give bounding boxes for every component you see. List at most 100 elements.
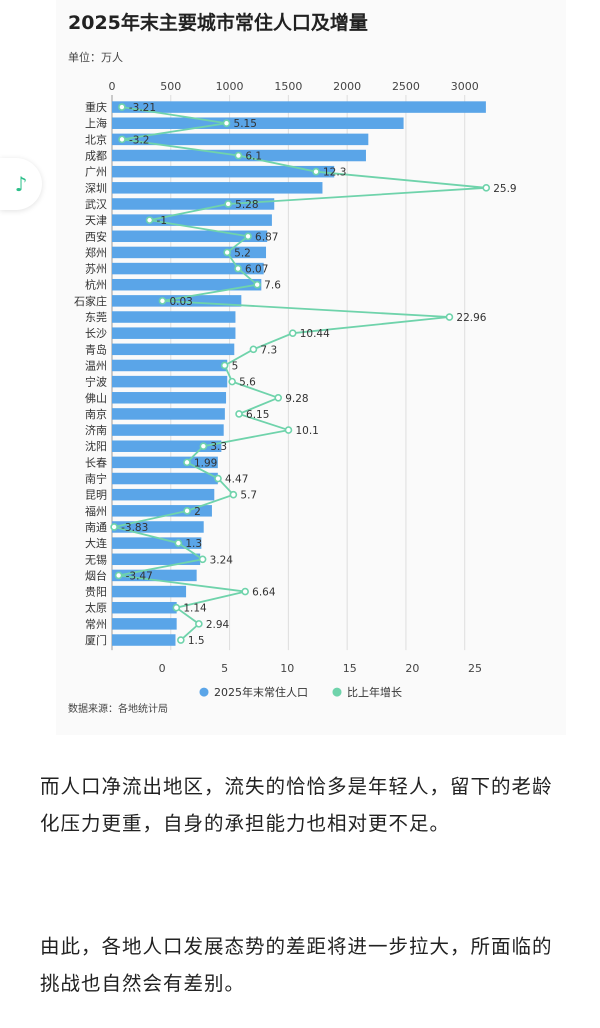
growth-data-label: 2 [194,506,201,518]
population-bar [112,311,236,323]
city-label: 长沙 [85,327,107,340]
city-label: 西安 [85,229,107,243]
population-bar [112,618,177,630]
growth-data-label: -3.2 [129,134,150,146]
top-axis-tick-label: 2500 [392,80,420,93]
population-bar [112,488,215,501]
city-label: 南宁 [85,472,107,486]
city-label: 昆明 [85,489,107,502]
growth-data-label: -3.47 [126,570,153,582]
city-label: 南京 [85,407,107,421]
population-bar [112,246,267,259]
growth-data-label: -3.83 [121,522,148,534]
city-label: 深圳 [85,182,107,195]
city-label: 常州 [85,618,107,631]
growth-data-label: 5.15 [234,118,257,130]
city-label: 北京 [85,132,107,146]
music-note-icon: ♪ [14,172,28,196]
growth-data-label: 1.14 [183,603,207,615]
city-label: 南通 [85,521,107,534]
growth-point [183,458,191,467]
city-label: 济南 [85,423,107,437]
city-label: 贵阳 [85,586,107,599]
city-label: 温州 [85,359,107,372]
bottom-axis-tick-label: 5 [221,662,228,675]
chart-title: 2025年末主要城市常住人口及增量 [68,12,368,34]
top-axis-tick-label: 500 [160,80,181,93]
growth-point [172,603,181,612]
city-label: 青岛 [85,342,107,356]
growth-point [274,393,283,402]
growth-data-label: 22.96 [456,312,486,324]
city-label: 厦门 [85,633,107,647]
growth-data-label: 10.1 [295,425,318,437]
growth-point [183,507,191,515]
growth-data-label: 12.3 [323,167,346,179]
population-bar [112,327,236,339]
population-bar [112,343,235,356]
growth-line [113,106,487,641]
population-bar [112,424,224,436]
population-bar [112,117,404,129]
music-button[interactable]: ♪ [0,158,42,210]
city-label: 太原 [85,602,107,615]
city-label: 佛山 [85,392,107,405]
population-bar [112,262,264,275]
growth-point [118,135,126,144]
growth-data-label: 4.47 [225,474,248,486]
growth-data-label: 7.3 [260,344,277,356]
growth-point [228,377,236,386]
growth-data-label: 10.44 [300,328,330,340]
growth-point [229,490,238,499]
population-bar [112,537,202,549]
population-bar [112,569,197,582]
growth-point [241,587,249,596]
growth-data-label: 5.6 [239,377,256,389]
bottom-axis-tick-label: 15 [343,662,357,675]
city-label: 福州 [85,504,107,518]
population-bar [112,230,268,243]
article-paragraph-2: 由此，各地人口发展态势的差距将进一步拉大，所面临的挑战也自然会有差别。 [40,935,553,995]
city-label: 石家庄 [74,294,107,308]
growth-data-label: 9.28 [285,393,308,405]
bottom-axis-tick-label: 10 [280,662,294,675]
population-bar [112,165,335,178]
growth-data-label: 1.99 [194,457,217,469]
growth-point [249,345,258,354]
legend-marker-population [199,687,209,697]
population-bar [112,133,369,146]
growth-data-label: 3.3 [210,441,227,453]
growth-point [284,426,293,434]
population-bar [112,198,275,210]
growth-point [222,119,231,128]
top-axis-tick-label: 2000 [333,80,361,93]
city-label: 沈阳 [85,439,107,453]
bottom-axis-tick-label: 20 [405,662,419,675]
growth-point [158,297,167,305]
population-bar [112,278,262,291]
article-paragraph-1: 而人口净流出地区，流失的恰恰多是年轻人，留下的老龄化压力更重，自身的承担能力也相… [40,775,553,835]
city-label: 苏州 [85,263,107,276]
growth-data-label: 5.7 [240,490,257,502]
growth-point [220,361,229,370]
growth-point [114,571,123,580]
growth-data-label: 6.87 [255,231,278,243]
growth-point [195,620,203,628]
growth-point [223,248,231,257]
growth-point [445,313,454,321]
population-bar [112,505,212,517]
city-label: 郑州 [85,245,107,259]
legend-marker-growth [332,687,342,697]
growth-data-label: 0.03 [169,296,192,308]
population-bar [112,101,486,113]
top-axis-tick-label: 0 [109,80,116,93]
population-bar [112,585,187,598]
city-label: 无锡 [85,552,107,566]
growth-data-label: -3.21 [129,102,156,114]
legend-label-population: 2025年末常住人口 [214,685,308,699]
growth-data-label: 1.3 [185,538,202,550]
city-label: 成都 [85,150,107,163]
city-label: 大连 [85,536,107,550]
growth-data-label: -1 [157,215,167,227]
